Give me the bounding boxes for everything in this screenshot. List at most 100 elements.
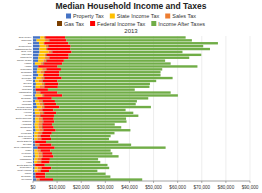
bar-segment bbox=[40, 178, 53, 180]
x-tick-label: $60,000 bbox=[169, 185, 186, 190]
legend-label: Income After Taxes bbox=[158, 21, 205, 27]
bar-segment bbox=[58, 86, 150, 88]
bar-segment bbox=[40, 45, 46, 47]
bar-segment bbox=[33, 106, 37, 108]
bar-segment bbox=[62, 62, 170, 64]
bar-segment bbox=[36, 129, 40, 131]
bar-segment bbox=[33, 91, 36, 93]
bar-segment bbox=[33, 57, 38, 59]
x-tick-label: $80,000 bbox=[218, 185, 235, 190]
bar-segment bbox=[55, 100, 137, 102]
bar-segment bbox=[56, 129, 131, 131]
bar-segment bbox=[46, 48, 47, 50]
bar-segment bbox=[39, 80, 43, 82]
bar-segment bbox=[37, 149, 40, 151]
bar-segment bbox=[41, 94, 43, 96]
bar-segment bbox=[33, 158, 34, 160]
bar-segment bbox=[54, 120, 126, 122]
bar-segment bbox=[41, 138, 51, 140]
bar-segment bbox=[36, 173, 46, 175]
x-tick bbox=[57, 181, 58, 183]
bar-segment bbox=[33, 80, 35, 82]
bar-segment bbox=[33, 170, 34, 172]
x-tick bbox=[129, 181, 130, 183]
bar-segment bbox=[38, 109, 42, 111]
bar-segment bbox=[36, 103, 40, 105]
bar-segment bbox=[33, 103, 36, 105]
bar-segment bbox=[38, 152, 42, 154]
bar-segment bbox=[44, 62, 62, 64]
bar-segment bbox=[33, 161, 34, 163]
bar-segment bbox=[59, 106, 151, 108]
bar-segment bbox=[46, 36, 65, 38]
x-tick-label: $0 bbox=[30, 185, 36, 190]
bar-segment bbox=[47, 54, 69, 56]
bar-segment bbox=[69, 57, 190, 59]
bar-segment bbox=[33, 97, 37, 99]
bar-segment bbox=[33, 54, 39, 56]
bar-segment bbox=[62, 94, 178, 96]
bar-segment bbox=[59, 71, 160, 73]
bar-segment bbox=[37, 146, 38, 148]
legend-swatch bbox=[151, 21, 156, 26]
legend-label: Federal Income Tax bbox=[97, 21, 145, 27]
bar-segment bbox=[45, 54, 46, 56]
bar-segment bbox=[33, 173, 35, 175]
bar-segment bbox=[52, 132, 115, 134]
bar-segment bbox=[34, 141, 35, 143]
legend-swatch bbox=[165, 14, 170, 19]
x-tick bbox=[81, 181, 82, 183]
bar-segment bbox=[33, 144, 35, 146]
bar-segment bbox=[33, 120, 35, 122]
bar-segment bbox=[34, 141, 35, 143]
bar-segment bbox=[62, 77, 173, 79]
bar-segment bbox=[54, 117, 126, 119]
bar-segment bbox=[37, 68, 42, 70]
bar-segment bbox=[33, 164, 35, 166]
bar-segment bbox=[39, 129, 43, 131]
x-axis: $0$10,000$20,000$30,000$40,000$50,000$60… bbox=[30, 181, 258, 190]
x-tick bbox=[225, 181, 226, 183]
x-tick bbox=[177, 181, 178, 183]
bar-segment bbox=[41, 135, 51, 137]
bar-segment bbox=[33, 77, 36, 79]
legend-label: State Income Tax bbox=[117, 13, 160, 19]
bar-segment bbox=[35, 88, 36, 90]
x-tick-label: $10,000 bbox=[49, 185, 66, 190]
grid-line bbox=[250, 36, 251, 181]
bar-segment bbox=[36, 83, 42, 85]
bar-segment bbox=[33, 94, 35, 96]
bar-segment bbox=[35, 109, 39, 111]
x-tick-label: $40,000 bbox=[121, 185, 138, 190]
x-tick bbox=[105, 181, 106, 183]
bar-segment bbox=[35, 80, 39, 82]
bar-segment bbox=[40, 86, 44, 88]
bar-segment bbox=[44, 129, 56, 131]
bar-segment bbox=[45, 173, 105, 175]
bar-segment bbox=[33, 65, 38, 67]
bar-segment bbox=[39, 117, 43, 119]
bar-segment bbox=[33, 117, 35, 119]
bar-segment bbox=[52, 97, 148, 99]
bar-segment bbox=[33, 45, 40, 47]
bar-segment bbox=[50, 161, 101, 163]
bar-segment bbox=[44, 112, 56, 114]
bar-segment bbox=[41, 62, 43, 64]
x-tick-label: $70,000 bbox=[193, 185, 210, 190]
y-tick-label: Wyoming bbox=[21, 178, 32, 181]
bar-segment bbox=[43, 42, 44, 44]
bar-segment bbox=[36, 175, 46, 177]
bar-segment bbox=[41, 158, 49, 160]
bar-segment bbox=[51, 138, 109, 140]
bar-segment bbox=[40, 71, 44, 73]
bar-segment bbox=[33, 138, 34, 140]
bar-segment bbox=[37, 106, 42, 108]
bar-segment bbox=[35, 126, 39, 128]
bar-segment bbox=[38, 65, 57, 67]
bar-segment bbox=[35, 100, 39, 102]
x-tick-label: $20,000 bbox=[73, 185, 90, 190]
bar-segment bbox=[34, 161, 37, 163]
bar-segment bbox=[50, 149, 110, 151]
bar-segment bbox=[45, 86, 58, 88]
legend-swatch bbox=[57, 21, 62, 26]
